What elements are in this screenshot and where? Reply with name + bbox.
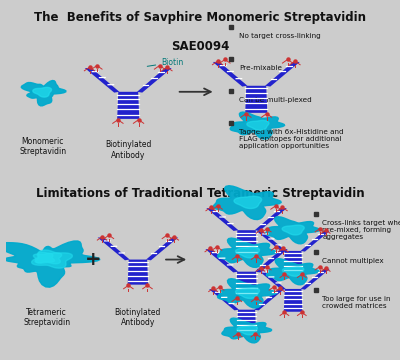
Polygon shape: [0, 241, 100, 287]
Polygon shape: [85, 68, 119, 93]
Text: Biotinylated
Antibody: Biotinylated Antibody: [105, 140, 152, 159]
Text: +: +: [85, 250, 102, 269]
Text: Limitations of Traditional Tetrameric Streptavidin: Limitations of Traditional Tetrameric St…: [36, 187, 364, 200]
Text: The  Benefits of Savphire Monomeric Streptavidin: The Benefits of Savphire Monomeric Strep…: [34, 10, 366, 24]
Polygon shape: [98, 238, 130, 260]
Polygon shape: [234, 196, 262, 208]
Text: Cannot multiplex: Cannot multiplex: [322, 258, 384, 264]
Polygon shape: [137, 68, 172, 93]
Polygon shape: [255, 249, 288, 273]
Polygon shape: [236, 247, 260, 258]
Polygon shape: [36, 252, 62, 264]
Polygon shape: [205, 249, 238, 273]
Polygon shape: [284, 251, 302, 274]
Text: Cross-links target when
pre-mixed, forming
aggregates: Cross-links target when pre-mixed, formi…: [322, 220, 400, 240]
Polygon shape: [222, 318, 272, 343]
Polygon shape: [33, 253, 54, 263]
Text: Monomeric
Streptavidin: Monomeric Streptavidin: [19, 137, 66, 156]
Polygon shape: [255, 208, 287, 231]
Polygon shape: [282, 225, 304, 235]
Polygon shape: [300, 231, 330, 252]
Text: Too large for use in
crowded matrices: Too large for use in crowded matrices: [322, 296, 391, 309]
Polygon shape: [230, 112, 284, 139]
Polygon shape: [284, 289, 302, 312]
Polygon shape: [236, 288, 260, 298]
Polygon shape: [117, 92, 139, 119]
Polygon shape: [256, 231, 286, 252]
Polygon shape: [128, 260, 148, 285]
Polygon shape: [245, 86, 267, 113]
Text: Tetrameric
Streptavidin: Tetrameric Streptavidin: [23, 308, 70, 327]
Text: SAE0094: SAE0094: [171, 40, 229, 53]
Text: Can be multi-plexed: Can be multi-plexed: [239, 97, 312, 103]
Text: Tagged with 6x-Histidine and
FLAG epitopes for additional
application opportunit: Tagged with 6x-Histidine and FLAG epitop…: [239, 129, 344, 149]
Text: Biotinylated
Antibody: Biotinylated Antibody: [115, 308, 161, 327]
Polygon shape: [265, 62, 300, 86]
Polygon shape: [282, 267, 304, 276]
Text: No target cross-linking: No target cross-linking: [239, 33, 320, 39]
Polygon shape: [206, 208, 238, 231]
Polygon shape: [236, 230, 257, 255]
Text: Biotin: Biotin: [147, 58, 184, 67]
Polygon shape: [254, 289, 284, 310]
Polygon shape: [218, 238, 276, 267]
Polygon shape: [266, 258, 319, 285]
Polygon shape: [209, 289, 239, 310]
Polygon shape: [213, 62, 248, 86]
Polygon shape: [256, 269, 286, 290]
Polygon shape: [32, 250, 72, 268]
Polygon shape: [146, 238, 178, 260]
Polygon shape: [213, 186, 281, 220]
Polygon shape: [237, 310, 256, 333]
Polygon shape: [218, 279, 276, 308]
Polygon shape: [300, 269, 330, 290]
Polygon shape: [236, 272, 257, 297]
Polygon shape: [21, 81, 66, 106]
Polygon shape: [33, 87, 52, 97]
Polygon shape: [237, 326, 257, 335]
Polygon shape: [247, 121, 269, 130]
Text: Pre-mixable: Pre-mixable: [239, 65, 282, 71]
Polygon shape: [266, 217, 320, 244]
